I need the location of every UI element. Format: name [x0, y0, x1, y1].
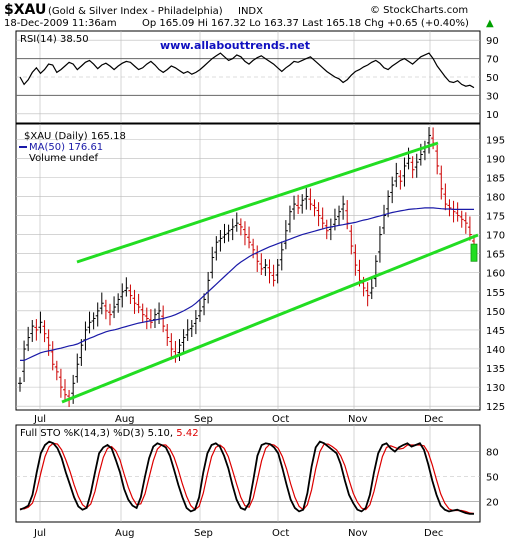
brand-label: © StockCharts.com [370, 5, 468, 16]
legend-volume: Volume undef [29, 153, 99, 164]
stoch-month-label: Aug [115, 528, 135, 539]
stoch-tick-label: 20 [486, 497, 499, 508]
price-legend: $XAU (Daily) 165.18 MA(50) 176.61 Volume… [19, 131, 126, 164]
stoch-month-label: Sep [194, 528, 213, 539]
stoch-k-value: 5.10, [148, 428, 173, 439]
price-tick-label: 185 [486, 173, 505, 184]
rsi-tick-label: 10 [486, 110, 499, 121]
price-tick-label: 160 [486, 269, 505, 280]
rsi-title: RSI(14) 38.50 [20, 34, 89, 45]
price-tick-label: 125 [486, 402, 505, 413]
stochastic-panel: Full STO %K(14,3) %D(3) 5.10, 5.42 20 50 8… [15, 424, 499, 539]
website-link[interactable]: www.allabouttrends.net [160, 39, 310, 52]
rsi-tick-label: 90 [486, 36, 499, 47]
stoch-y-axis: 20 50 80 [486, 448, 499, 509]
rsi-line [19, 52, 475, 89]
stoch-k-line [19, 440, 475, 515]
stoch-month-label: Oct [272, 528, 289, 539]
last-bar-highlight [470, 243, 478, 262]
price-tick-label: 180 [486, 192, 505, 203]
price-panel: 125 130 135 140 145 150 155 160 165 170 175 180 185 1… [15, 123, 505, 425]
price-tick-label: 170 [486, 231, 505, 242]
price-frame [15, 123, 481, 411]
rsi-tick-label: 50 [486, 73, 499, 84]
stoch-month-label: Dec [424, 528, 443, 539]
price-month-label: Nov [348, 414, 368, 425]
symbol-label: $XAU [4, 2, 46, 18]
price-month-label: Sep [194, 414, 213, 425]
stoch-d-value: 5.42 [176, 428, 198, 439]
legend-price: $XAU (Daily) 165.18 [24, 131, 126, 142]
price-tick-label: 145 [486, 326, 505, 337]
stoch-month-label: Nov [348, 528, 368, 539]
price-y-axis: 125 130 135 140 145 150 155 160 165 170 175 180 185 1… [486, 135, 505, 413]
price-tick-label: 150 [486, 307, 505, 318]
stoch-label-prefix: Full STO %K(14,3) %D(3) [20, 428, 145, 439]
price-tick-label: 155 [486, 288, 505, 299]
exchange-label: INDX [238, 6, 263, 17]
quote-label: Op 165.09 Hi 167.32 Lo 163.37 Last 165.1… [142, 18, 469, 29]
rsi-y-axis: 10 30 50 70 90 [486, 36, 499, 121]
price-tick-label: 130 [486, 383, 505, 394]
stoch-title: Full STO %K(14,3) %D(3) 5.10, 5.42 [20, 428, 199, 439]
price-month-label: Dec [424, 414, 443, 425]
index-name: (Gold & Silver Index - Philadelphia) [48, 6, 223, 17]
rsi-tick-label: 30 [486, 91, 499, 102]
upper-channel-line [76, 141, 439, 264]
price-month-label: Jul [33, 414, 46, 425]
legend-ma: MA(50) 176.61 [29, 142, 103, 153]
price-tick-label: 190 [486, 154, 505, 165]
stoch-tick-label: 80 [486, 448, 499, 459]
price-tick-label: 135 [486, 364, 505, 375]
price-grid [16, 124, 480, 410]
ma50-line [20, 207, 474, 361]
price-tick-label: 195 [486, 135, 505, 146]
change-arrow-icon: ▲ [486, 18, 494, 29]
rsi-tick-label: 70 [486, 55, 499, 66]
price-x-axis: Jul Aug Sep Oct Nov Dec [33, 414, 443, 425]
price-tick-label: 165 [486, 250, 505, 261]
rsi-panel: RSI(14) 38.50 www.allabouttrends.net 10 3… [15, 30, 499, 124]
price-month-label: Oct [272, 414, 289, 425]
price-tick-label: 140 [486, 345, 505, 356]
price-month-label: Aug [115, 414, 135, 425]
datetime-label: 18-Dec-2009 11:36am [4, 18, 117, 29]
stoch-tick-label: 50 [486, 473, 499, 484]
lower-channel-line [61, 233, 479, 404]
rsi-grid [16, 31, 480, 123]
stoch-month-label: Jul [33, 528, 46, 539]
stoch-x-axis: Jul Aug Sep Oct Nov Dec [33, 528, 443, 539]
price-tick-label: 175 [486, 212, 505, 223]
